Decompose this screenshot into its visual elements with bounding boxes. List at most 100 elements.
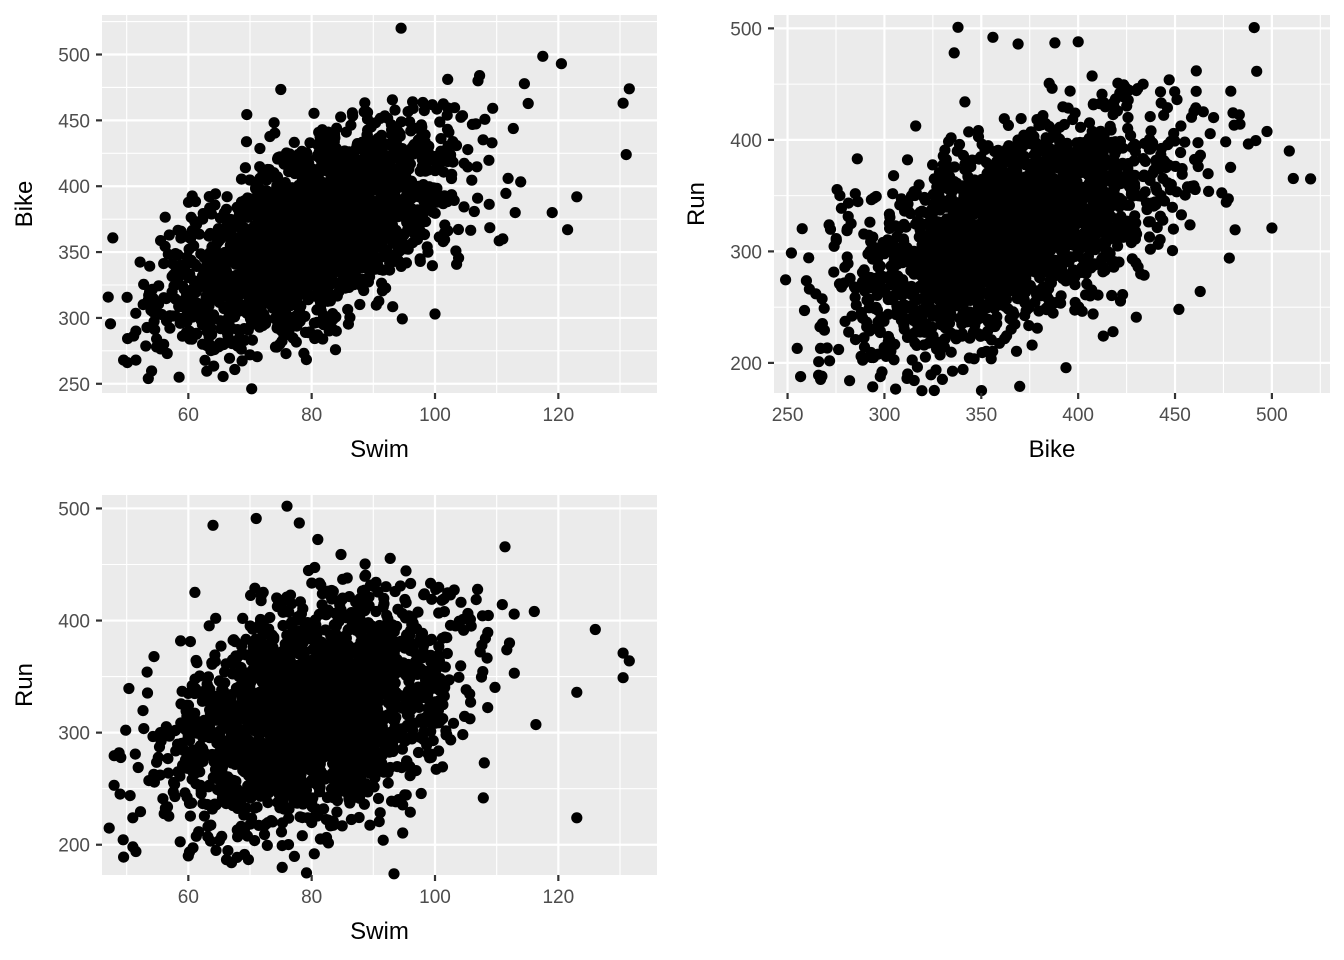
data-point — [1189, 183, 1201, 196]
data-point — [934, 204, 946, 216]
data-point — [1122, 111, 1134, 124]
data-point — [813, 356, 825, 368]
data-point — [1225, 85, 1237, 97]
data-point — [398, 238, 410, 250]
data-point — [142, 294, 154, 306]
data-point — [1046, 82, 1058, 94]
data-point — [952, 21, 964, 33]
data-point — [929, 256, 941, 268]
data-point — [846, 310, 858, 322]
data-point — [310, 264, 322, 276]
data-point — [250, 182, 262, 194]
data-point — [201, 340, 213, 352]
data-point — [537, 50, 549, 62]
data-point — [470, 118, 482, 130]
data-point — [941, 195, 953, 207]
data-point — [898, 323, 910, 335]
data-point — [360, 249, 372, 261]
data-point — [1152, 238, 1164, 250]
data-point — [1001, 330, 1013, 342]
data-point — [842, 197, 855, 209]
data-point — [981, 288, 994, 300]
data-point — [437, 98, 449, 110]
data-point — [993, 337, 1006, 349]
data-point — [1037, 175, 1049, 187]
data-point — [426, 260, 438, 272]
data-point — [220, 203, 232, 215]
data-point — [780, 274, 792, 286]
data-point — [327, 256, 339, 268]
data-point — [288, 183, 300, 195]
data-point — [1037, 203, 1049, 216]
x-tick-label: 500 — [1256, 405, 1288, 426]
data-point — [1028, 243, 1040, 255]
data-point — [1223, 252, 1235, 264]
data-point — [959, 164, 971, 176]
data-point — [1166, 245, 1179, 257]
data-point — [1058, 189, 1070, 201]
data-point — [1069, 163, 1081, 175]
data-point — [483, 154, 495, 166]
data-point — [981, 302, 993, 314]
data-point — [1010, 345, 1023, 357]
data-point — [1068, 211, 1080, 223]
data-point — [204, 202, 216, 214]
data-point — [164, 322, 176, 334]
data-point — [872, 316, 884, 328]
data-point — [910, 120, 922, 132]
y-tick-label: 200 — [730, 354, 762, 375]
data-point — [1107, 326, 1119, 338]
data-point — [906, 284, 918, 296]
data-point — [380, 221, 392, 233]
data-point — [887, 188, 899, 200]
data-point — [623, 83, 635, 95]
data-point — [948, 47, 960, 59]
data-point — [1040, 288, 1052, 300]
data-point — [1283, 145, 1295, 157]
data-point — [296, 145, 308, 157]
data-point — [167, 310, 179, 322]
data-point — [266, 300, 278, 312]
data-point — [184, 810, 196, 822]
data-point — [953, 138, 966, 151]
data-point — [987, 345, 999, 357]
data-point — [1163, 74, 1175, 86]
data-point — [957, 363, 969, 376]
data-point — [882, 234, 894, 246]
data-point — [1002, 167, 1014, 179]
data-point — [121, 291, 133, 303]
data-point — [571, 191, 583, 203]
data-point — [1173, 303, 1185, 315]
data-point — [435, 133, 447, 145]
data-point — [341, 191, 353, 203]
data-point — [199, 354, 211, 366]
data-point — [268, 117, 280, 129]
data-point — [814, 342, 827, 354]
data-point — [1059, 167, 1071, 179]
x-tick-label: 100 — [419, 405, 451, 426]
data-point — [390, 248, 402, 260]
data-point — [302, 198, 314, 210]
data-point — [312, 165, 324, 177]
data-point — [1031, 322, 1043, 334]
data-point — [248, 271, 260, 283]
data-point — [917, 279, 929, 291]
data-point — [1086, 70, 1098, 82]
data-point — [1144, 111, 1156, 123]
data-point — [158, 292, 170, 304]
data-point — [462, 144, 474, 156]
data-point — [418, 228, 431, 241]
data-point — [978, 257, 990, 269]
data-point — [941, 267, 954, 279]
data-point — [162, 248, 174, 260]
data-point — [373, 295, 385, 307]
data-point — [953, 242, 965, 254]
data-point — [1076, 193, 1089, 206]
data-point — [362, 276, 374, 288]
data-point — [471, 161, 483, 173]
data-point — [1062, 200, 1074, 212]
data-point — [351, 234, 364, 246]
data-point — [1190, 85, 1202, 97]
data-point — [1105, 211, 1118, 223]
